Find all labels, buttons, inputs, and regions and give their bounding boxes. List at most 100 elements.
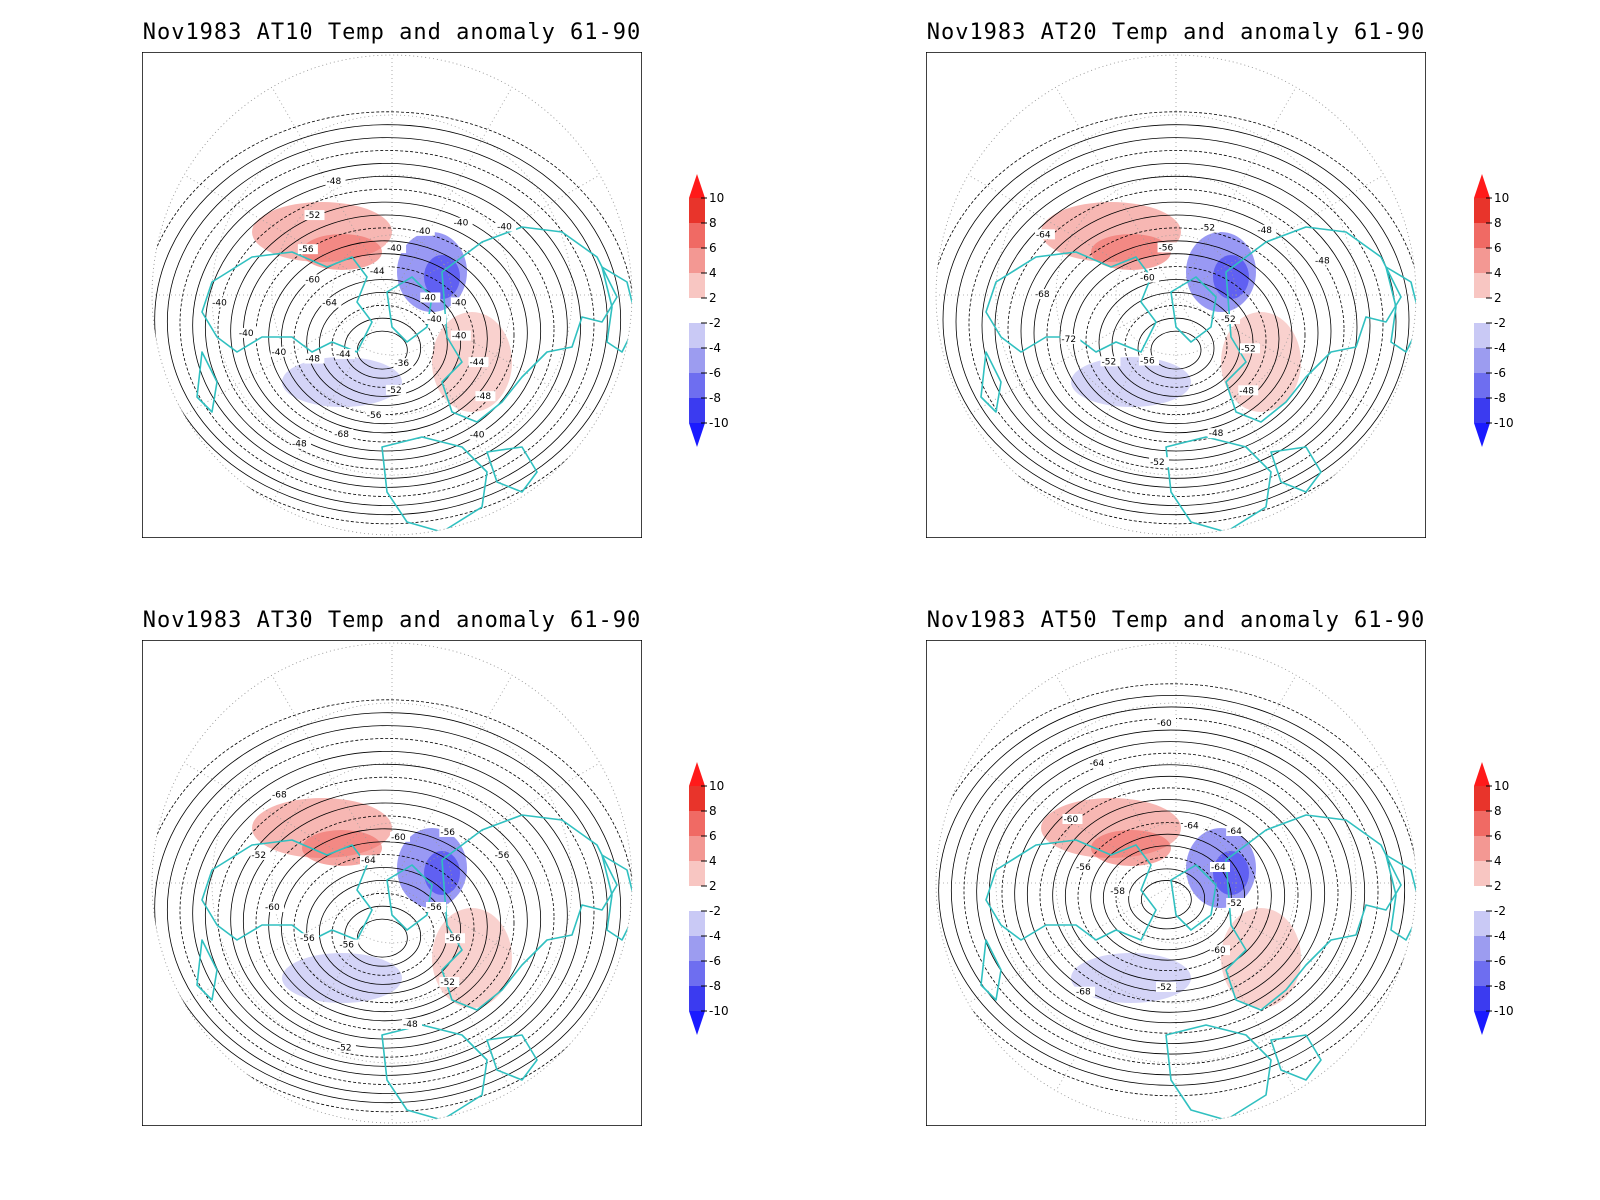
colorbar-segment [1474, 811, 1490, 836]
contour-label: -64 [1036, 230, 1051, 240]
temperature-contour [179, 738, 595, 1085]
colorbar-segment [689, 373, 705, 398]
contour-label: -48 [1315, 256, 1330, 266]
temperature-contour [331, 304, 435, 388]
contour-label-bg [359, 855, 380, 866]
colorbar-segment [1474, 861, 1490, 886]
contour-label: -40 [387, 244, 402, 254]
coastline [1165, 1024, 1272, 1121]
coastline [1385, 854, 1416, 941]
contour-label: -40 [416, 227, 431, 237]
contour-label-bg [468, 357, 489, 368]
contour-label-bg [1075, 862, 1095, 872]
colorbar-tick-label: -10 [709, 416, 729, 430]
anomaly-shading [424, 851, 460, 895]
contour-label-bg [1139, 355, 1159, 366]
contour-label: -44 [336, 350, 351, 360]
meridian-line [1055, 86, 1177, 296]
colorbar-tick-label: 8 [709, 216, 717, 230]
temperature-contour [255, 815, 515, 1031]
temperature-contour [1039, 787, 1299, 1003]
temperature-contour [1150, 330, 1202, 370]
colorbar-min-arrow [1474, 1011, 1490, 1035]
coastline [1385, 266, 1416, 353]
colorbar-segment [1474, 298, 1490, 323]
colorbar-segment [689, 248, 705, 273]
contour-label-bg [1109, 886, 1130, 896]
contour-label-bg [1088, 758, 1109, 769]
colorbar-segment [1474, 273, 1490, 298]
colorbar-segment [689, 198, 705, 223]
panel-at30: Nov1983 AT30 Temp and anomaly 61-90 -56 -… [142, 608, 642, 1128]
anomaly-shading [1091, 830, 1171, 866]
temperature-contour [344, 905, 422, 967]
contour-label-bg [1156, 718, 1176, 728]
contour-label: -48 [1257, 226, 1272, 236]
temperature-contour [166, 725, 608, 1095]
colorbar-tick-label: -2 [1494, 904, 1506, 918]
coastline [1170, 276, 1217, 343]
contour-label-bg [493, 849, 514, 860]
contour-label: -52 [1241, 344, 1256, 354]
colorbar-tick-label: -4 [709, 929, 721, 943]
contour-label-bg [439, 977, 460, 988]
contour-label-bg [402, 1018, 423, 1029]
contour-label: -60 [265, 903, 280, 913]
colorbar-min-arrow [689, 1011, 705, 1035]
contour-label-bg [325, 176, 346, 187]
contour-label: -56 [1159, 243, 1174, 253]
temperature-contour [1014, 764, 1326, 1024]
contour-label-bg [368, 266, 389, 277]
panel-title: Nov1983 AT30 Temp and anomaly 61-90 [142, 608, 642, 633]
contour-label-bg [1226, 826, 1247, 836]
map-boundary [151, 54, 633, 536]
colorbar-segment [1474, 373, 1490, 398]
colorbar-tick-label: -4 [709, 341, 721, 355]
meridian-line [271, 86, 393, 296]
temperature-contour [242, 802, 528, 1040]
contour-label: -56 [446, 934, 461, 944]
map-boundary [935, 54, 1417, 536]
contour-label-bg [1239, 343, 1260, 354]
colorbar-max-arrow [1474, 174, 1490, 198]
temperature-contour [936, 683, 1416, 1097]
contour-label: -68 [1076, 988, 1091, 998]
contour-label: -68 [1035, 290, 1050, 300]
contour-label-bg [304, 274, 325, 285]
colorbar-tick-label: -6 [709, 954, 721, 968]
colorbar-segment [689, 298, 705, 323]
contour-label-bg [270, 789, 291, 800]
colorbar-tick-label: 2 [1494, 879, 1502, 893]
contour-label: -48 [1209, 429, 1224, 439]
contour-label: -64 [1211, 863, 1226, 873]
contour-label-bg [334, 348, 355, 359]
colorbar-segment [1474, 223, 1490, 248]
colorbar-segment [1474, 961, 1490, 986]
contour-label-bg [1256, 224, 1277, 235]
temperature-contour [1115, 856, 1219, 940]
coastline [985, 251, 1157, 353]
contour-label-bg [297, 244, 318, 255]
colorbar: 10 8 6 4 2 -2 -4 -6 -8 -10 [689, 762, 729, 1035]
colorbar-tick-label: 8 [709, 804, 717, 818]
meridian-line [391, 86, 513, 296]
coastline [386, 276, 433, 343]
temperature-contour [344, 317, 422, 379]
temperature-contour [318, 879, 448, 985]
colorbar-segment [689, 223, 705, 248]
contour-label: -64 [1184, 821, 1199, 831]
contour-label: -48 [403, 1020, 418, 1030]
coastline [381, 436, 488, 533]
contour-label-bg [390, 831, 411, 842]
temperature-contour [204, 175, 568, 479]
colorbar-tick-label: -10 [1494, 1004, 1514, 1018]
colorbar-segment [689, 961, 705, 986]
temperature-contour [217, 188, 555, 470]
coastline [1270, 1034, 1322, 1081]
contour-label-bg [338, 939, 359, 950]
temperature-contour [152, 699, 632, 1113]
colorbar: 10 8 6 4 2 -2 -4 -6 -8 -10 [1474, 174, 1514, 447]
contour-label: -64 [361, 856, 376, 866]
colorbar-tick-label: 8 [1494, 804, 1502, 818]
contour-label-bg [1100, 356, 1121, 367]
